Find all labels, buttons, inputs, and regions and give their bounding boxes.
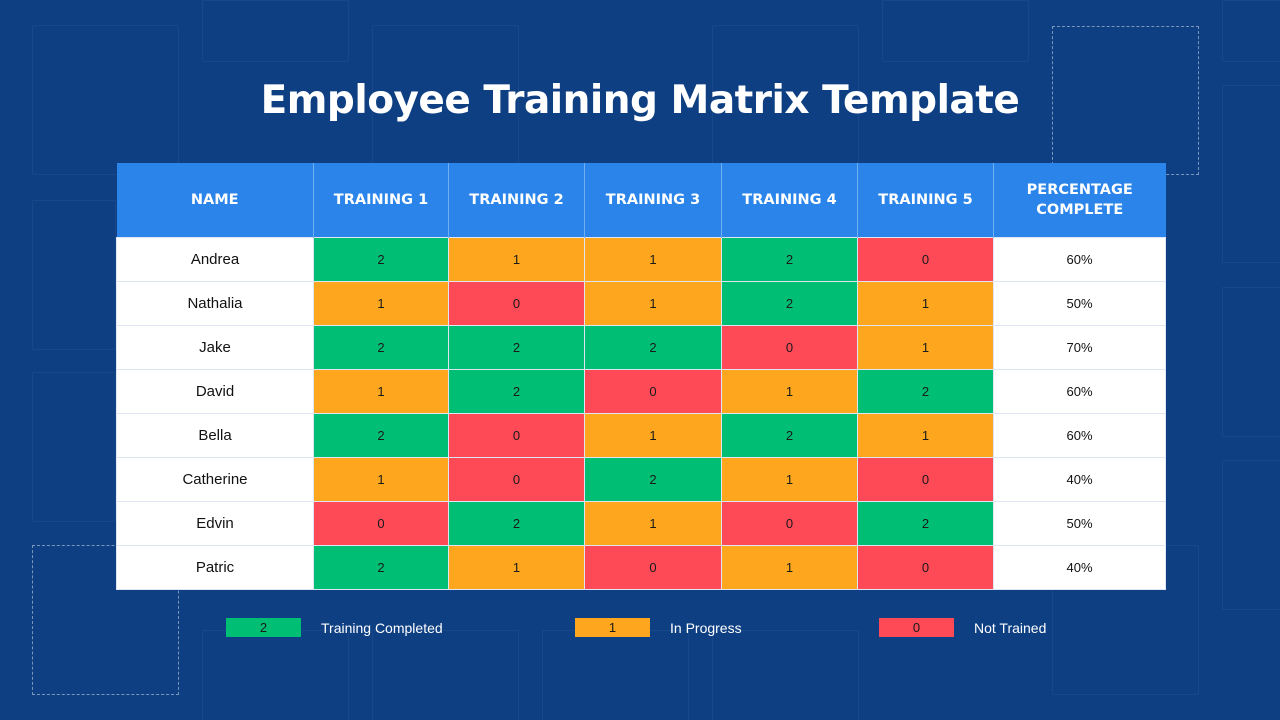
score-cell: 1 <box>584 281 722 326</box>
legend-in-progress: 1 In Progress <box>575 618 742 637</box>
score-cell: 1 <box>313 457 449 502</box>
legend-label: Training Completed <box>321 619 443 636</box>
score-cell: 0 <box>448 281 585 326</box>
percentage-cell: 60% <box>993 413 1166 458</box>
score-cell: 2 <box>313 325 449 370</box>
table-row: Edvin 0 2 1 0 2 50% <box>116 501 1166 546</box>
score-cell: 0 <box>721 501 858 546</box>
score-cell: 1 <box>857 413 994 458</box>
score-cell: 2 <box>857 369 994 414</box>
table-row: Andrea 2 1 1 2 0 60% <box>116 237 1166 282</box>
legend-label: In Progress <box>670 619 742 636</box>
score-cell: 1 <box>721 545 858 590</box>
header-training-3: TRAINING 3 <box>584 163 722 238</box>
employee-name: Edvin <box>116 501 314 546</box>
score-cell: 2 <box>448 501 585 546</box>
score-cell: 0 <box>313 501 449 546</box>
score-cell: 1 <box>584 413 722 458</box>
score-cell: 2 <box>313 237 449 282</box>
table-row: Catherine 1 0 2 1 0 40% <box>116 457 1166 502</box>
score-cell: 1 <box>313 281 449 326</box>
score-cell: 0 <box>448 457 585 502</box>
table-header-row: NAME TRAINING 1 TRAINING 2 TRAINING 3 TR… <box>116 163 1166 238</box>
header-percentage-complete: PERCENTAGE COMPLETE <box>993 163 1166 238</box>
percentage-cell: 60% <box>993 237 1166 282</box>
score-cell: 1 <box>857 281 994 326</box>
score-cell: 1 <box>857 325 994 370</box>
table-row: Bella 2 0 1 2 1 60% <box>116 413 1166 458</box>
legend-label: Not Trained <box>974 619 1047 636</box>
percentage-cell: 60% <box>993 369 1166 414</box>
background-square <box>202 630 349 720</box>
score-cell: 2 <box>448 325 585 370</box>
header-training-4: TRAINING 4 <box>721 163 858 238</box>
employee-name: Catherine <box>116 457 314 502</box>
employee-name: Patric <box>116 545 314 590</box>
header-training-2: TRAINING 2 <box>448 163 585 238</box>
score-cell: 1 <box>448 237 585 282</box>
score-cell: 1 <box>721 457 858 502</box>
background-square <box>202 0 349 62</box>
legend-completed: 2 Training Completed <box>226 618 443 637</box>
employee-name: Jake <box>116 325 314 370</box>
score-cell: 2 <box>721 281 858 326</box>
page-title: Employee Training Matrix Template <box>260 78 1020 123</box>
score-cell: 2 <box>584 325 722 370</box>
table-row: David 1 2 0 1 2 60% <box>116 369 1166 414</box>
score-cell: 2 <box>721 237 858 282</box>
score-cell: 0 <box>857 237 994 282</box>
percentage-cell: 40% <box>993 457 1166 502</box>
legend-swatch: 0 <box>879 618 954 637</box>
score-cell: 1 <box>584 501 722 546</box>
legend-not-trained: 0 Not Trained <box>879 618 1046 637</box>
employee-name: David <box>116 369 314 414</box>
background-square <box>542 630 689 720</box>
score-cell: 2 <box>721 413 858 458</box>
background-square <box>1222 287 1280 437</box>
percentage-cell: 70% <box>993 325 1166 370</box>
percentage-cell: 50% <box>993 281 1166 326</box>
header-training-5: TRAINING 5 <box>857 163 994 238</box>
background-square <box>1222 85 1280 263</box>
header-name: NAME <box>116 163 314 238</box>
employee-name: Andrea <box>116 237 314 282</box>
score-cell: 0 <box>857 545 994 590</box>
score-cell: 2 <box>857 501 994 546</box>
score-cell: 2 <box>313 413 449 458</box>
score-cell: 0 <box>584 369 722 414</box>
score-cell: 1 <box>721 369 858 414</box>
background-square <box>882 0 1029 62</box>
background-square <box>32 372 116 522</box>
percentage-cell: 50% <box>993 501 1166 546</box>
score-cell: 2 <box>448 369 585 414</box>
score-cell: 0 <box>857 457 994 502</box>
score-cell: 0 <box>584 545 722 590</box>
training-matrix-table: NAME TRAINING 1 TRAINING 2 TRAINING 3 TR… <box>116 163 1166 590</box>
header-training-1: TRAINING 1 <box>313 163 449 238</box>
background-square <box>32 200 116 350</box>
table-row: Jake 2 2 2 0 1 70% <box>116 325 1166 370</box>
background-square <box>1222 460 1280 610</box>
legend-swatch: 1 <box>575 618 650 637</box>
score-cell: 0 <box>448 413 585 458</box>
employee-name: Bella <box>116 413 314 458</box>
background-square <box>372 630 519 720</box>
score-cell: 1 <box>448 545 585 590</box>
score-cell: 2 <box>313 545 449 590</box>
table-row: Patric 2 1 0 1 0 40% <box>116 545 1166 590</box>
employee-name: Nathalia <box>116 281 314 326</box>
table-row: Nathalia 1 0 1 2 1 50% <box>116 281 1166 326</box>
percentage-cell: 40% <box>993 545 1166 590</box>
score-cell: 0 <box>721 325 858 370</box>
score-cell: 2 <box>584 457 722 502</box>
background-square <box>1222 0 1280 62</box>
legend-swatch: 2 <box>226 618 301 637</box>
background-square <box>712 630 859 720</box>
dashed-frame-bottom-left <box>32 545 179 695</box>
background-square <box>32 25 179 175</box>
score-cell: 1 <box>313 369 449 414</box>
score-cell: 1 <box>584 237 722 282</box>
